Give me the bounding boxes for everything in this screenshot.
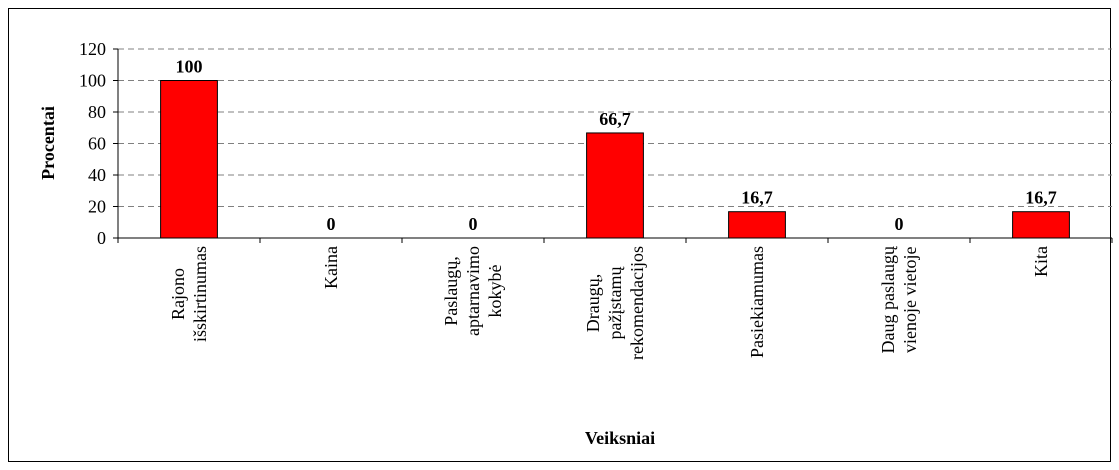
x-tick-label: Rajono (168, 268, 188, 320)
value-label: 16,7 (1025, 188, 1057, 208)
y-tick-label: 40 (88, 165, 106, 185)
x-tick-label: Daug paslaugų (878, 245, 898, 353)
bar (586, 132, 644, 239)
x-tick-label: pažįstamų (605, 266, 625, 340)
x-tick-label: kokybė (485, 264, 505, 317)
bar (160, 80, 218, 239)
y-tick-label: 60 (88, 134, 106, 154)
x-tick-label: Kita (1031, 246, 1051, 277)
x-tick-label: Paslaugų, (441, 256, 461, 326)
x-tick-label: aptarnavimo (463, 246, 483, 336)
value-label: 0 (895, 214, 904, 234)
y-tick-label: 0 (97, 228, 106, 248)
y-tick-label: 100 (79, 71, 106, 91)
y-tick-label: 20 (88, 197, 106, 217)
value-label: 0 (327, 214, 336, 234)
bar (728, 211, 786, 239)
x-tick-label: rekomendacijos (627, 246, 647, 360)
bar (1012, 211, 1070, 239)
x-tick-label: išskirtinumas (190, 246, 210, 342)
x-tick-label: Kaina (321, 246, 341, 289)
value-label: 100 (176, 57, 203, 77)
y-tick-label: 80 (88, 102, 106, 122)
x-tick-label: Draugų, (583, 274, 603, 332)
y-axis-title: Procentai (38, 106, 58, 180)
x-axis-title: Veiksniai (585, 428, 655, 448)
value-label: 0 (469, 214, 478, 234)
x-tick-label: Pasiekiamumas (747, 246, 767, 358)
value-label: 66,7 (599, 109, 631, 129)
value-label: 16,7 (741, 188, 773, 208)
x-tick-label: vienoje vietoje (900, 247, 920, 353)
y-tick-label: 120 (79, 39, 106, 59)
